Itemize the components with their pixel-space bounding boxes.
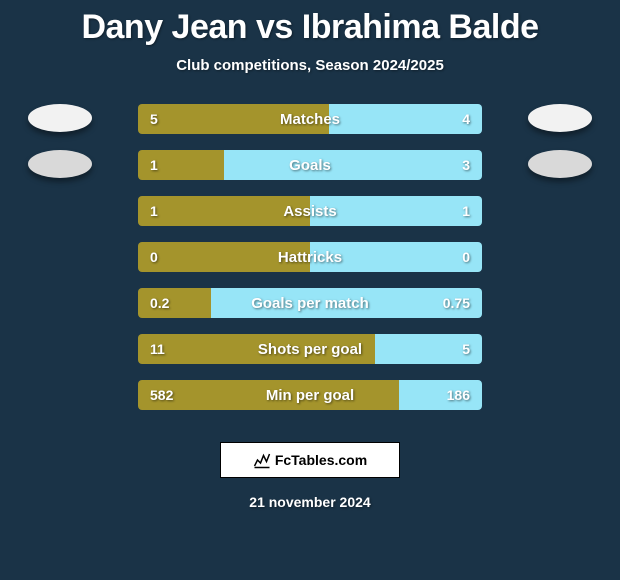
chart-icon <box>253 451 271 469</box>
stat-row: 11Assists <box>138 196 482 226</box>
stat-value-left: 582 <box>150 380 173 410</box>
stat-value-left: 0.2 <box>150 288 169 318</box>
stat-row: 582186Min per goal <box>138 380 482 410</box>
stat-value-right: 5 <box>462 334 470 364</box>
stat-value-right: 0.75 <box>443 288 470 318</box>
bar-right <box>310 196 482 226</box>
stat-row: 00Hattricks <box>138 242 482 272</box>
bar-right <box>310 242 482 272</box>
attribution-text: FcTables.com <box>275 452 367 468</box>
player1-crest-icon <box>28 150 92 178</box>
stat-value-left: 11 <box>150 334 165 364</box>
bar-left <box>138 334 375 364</box>
player1-crest-icon <box>28 104 92 132</box>
bars-container: 54Matches13Goals11Assists00Hattricks0.20… <box>138 104 482 426</box>
stat-value-left: 0 <box>150 242 158 272</box>
stat-row: 54Matches <box>138 104 482 134</box>
bar-right <box>211 288 482 318</box>
stat-value-left: 1 <box>150 150 158 180</box>
stat-value-right: 3 <box>462 150 470 180</box>
stat-row: 0.20.75Goals per match <box>138 288 482 318</box>
bar-right <box>329 104 482 134</box>
attribution-box: FcTables.com <box>220 442 400 478</box>
page-title: Dany Jean vs Ibrahima Balde <box>0 0 620 47</box>
bar-left <box>138 196 310 226</box>
stat-row: 13Goals <box>138 150 482 180</box>
bar-left <box>138 242 310 272</box>
stat-row: 115Shots per goal <box>138 334 482 364</box>
page-subtitle: Club competitions, Season 2024/2025 <box>0 57 620 74</box>
bar-left <box>138 104 329 134</box>
stat-value-right: 0 <box>462 242 470 272</box>
stat-value-right: 1 <box>462 196 470 226</box>
bar-right <box>224 150 482 180</box>
stat-value-right: 4 <box>462 104 470 134</box>
bar-left <box>138 380 399 410</box>
stat-value-left: 5 <box>150 104 158 134</box>
stat-value-left: 1 <box>150 196 158 226</box>
player2-crest-icon <box>528 150 592 178</box>
comparison-chart: 54Matches13Goals11Assists00Hattricks0.20… <box>0 104 620 424</box>
bar-left <box>138 288 211 318</box>
date-text: 21 november 2024 <box>0 494 620 510</box>
stat-value-right: 186 <box>447 380 470 410</box>
player2-crest-icon <box>528 104 592 132</box>
